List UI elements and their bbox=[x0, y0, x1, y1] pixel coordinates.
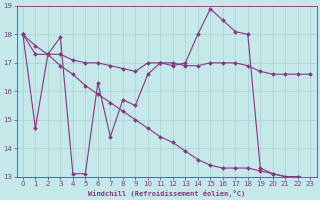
X-axis label: Windchill (Refroidissement éolien,°C): Windchill (Refroidissement éolien,°C) bbox=[88, 190, 245, 197]
